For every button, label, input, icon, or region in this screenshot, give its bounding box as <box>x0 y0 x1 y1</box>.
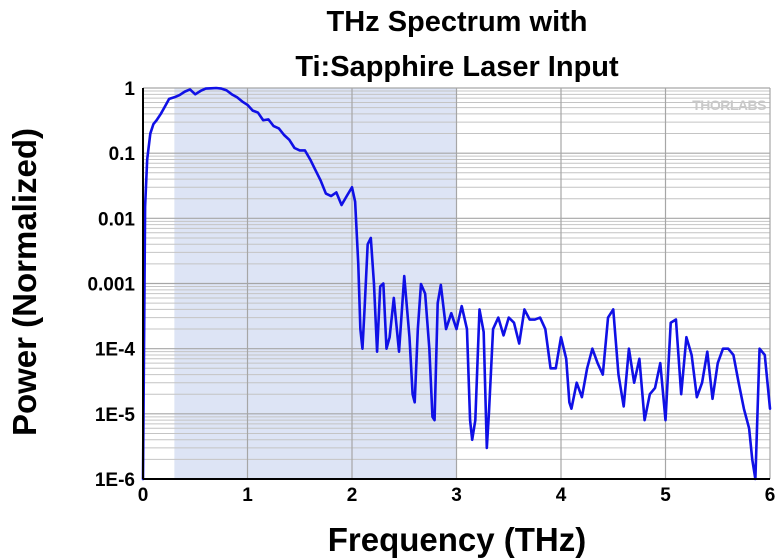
x-tick-label: 5 <box>660 485 671 506</box>
y-tick-label: 1 <box>124 79 135 100</box>
x-tick-label: 4 <box>556 485 567 506</box>
series-line-0 <box>141 86 772 481</box>
x-axis-title: Frequency (THz) <box>328 521 587 558</box>
x-tick-label: 3 <box>451 485 462 506</box>
y-tick-label: 0.01 <box>98 209 135 230</box>
chart-title-line-2: Ti:Sapphire Laser Input <box>295 51 619 83</box>
watermark-text: THORLABS <box>692 97 766 113</box>
y-tick-label: 1E-4 <box>95 340 136 361</box>
x-tick-label: 2 <box>347 485 358 506</box>
chart-title-line-1: THz Spectrum with <box>326 6 587 38</box>
y-axis-title: Power (Normalized) <box>6 128 43 436</box>
y-tick-label: 0.001 <box>87 275 135 296</box>
x-tick-label: 1 <box>242 485 253 506</box>
x-tick-label: 6 <box>765 485 776 506</box>
y-tick-label: 0.1 <box>109 144 136 165</box>
x-tick-label: 0 <box>138 485 149 506</box>
y-tick-label: 1E-5 <box>95 405 136 426</box>
y-tick-label: 1E-6 <box>95 470 135 491</box>
plot-area: THORLABS 0 1 2 3 4 5 6 1E-6 1E-5 1E-4 0.001 0.01 0.1 1 <box>87 79 775 506</box>
